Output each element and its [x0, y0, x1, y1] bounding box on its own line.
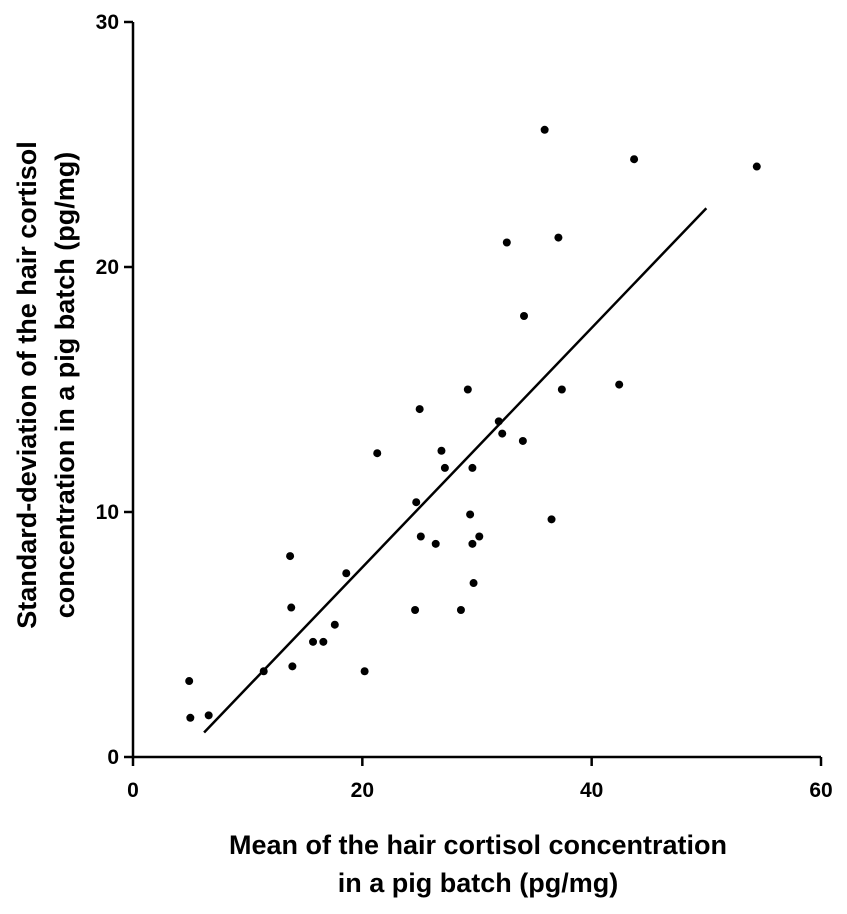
data-point	[288, 662, 297, 671]
data-point	[468, 539, 477, 548]
data-point	[557, 385, 566, 394]
x-axis-title-line-1: Mean of the hair cortisol concentration	[229, 830, 727, 860]
data-point	[502, 238, 511, 247]
data-point	[286, 552, 295, 561]
data-point	[468, 463, 477, 472]
data-point	[287, 603, 296, 612]
y-axis-ticks: 0 10 20 30	[96, 11, 133, 769]
data-point	[475, 532, 484, 541]
data-point	[440, 463, 449, 472]
y-tick-label: 0	[107, 746, 119, 769]
data-point	[319, 637, 328, 646]
data-point	[547, 515, 556, 524]
data-point	[330, 620, 339, 629]
data-point	[186, 713, 195, 722]
data-point	[466, 510, 475, 519]
data-point	[373, 449, 382, 458]
data-point	[615, 380, 624, 389]
data-point	[752, 162, 761, 171]
regression-line	[203, 207, 708, 734]
data-point	[415, 405, 424, 414]
data-point	[360, 667, 369, 676]
data-points	[185, 125, 761, 722]
y-tick-label: 10	[96, 501, 119, 524]
y-tick-label: 20	[96, 256, 119, 279]
data-point	[431, 539, 440, 548]
data-point	[518, 436, 527, 445]
data-point	[463, 385, 472, 394]
x-tick-label: 60	[809, 779, 832, 802]
data-point	[520, 312, 529, 320]
x-tick-label: 20	[351, 779, 374, 802]
data-point	[630, 155, 639, 164]
data-point	[540, 125, 549, 134]
data-point	[204, 711, 213, 720]
data-point	[456, 606, 465, 614]
data-point	[498, 429, 507, 438]
x-tick-label: 40	[580, 779, 603, 802]
y-axis-title-line-2: concentration in a pig batch (pg/mg)	[50, 152, 80, 619]
x-tick-label: 0	[127, 779, 139, 802]
data-point	[412, 498, 421, 507]
x-axis-title-line-2: in a pig batch (pg/mg)	[338, 868, 618, 898]
data-point	[185, 677, 194, 686]
data-point	[554, 233, 563, 242]
data-point	[416, 532, 425, 541]
y-tick-label: 30	[96, 11, 119, 34]
data-point	[411, 606, 420, 614]
data-point	[309, 637, 318, 646]
y-axis-title-line-1: Standard-deviation of the hair cortisol	[12, 141, 42, 629]
x-axis-ticks: 0 20 40 60	[127, 757, 833, 802]
data-point	[469, 579, 478, 588]
axes	[131, 22, 821, 759]
data-point	[437, 446, 446, 455]
data-point	[342, 569, 351, 578]
